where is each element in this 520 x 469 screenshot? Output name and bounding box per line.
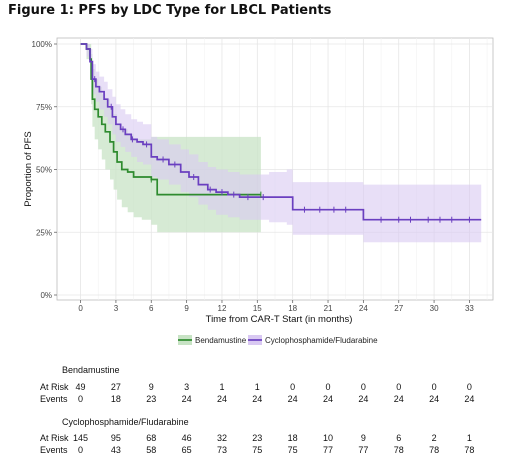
x-tick-label: 27	[394, 304, 403, 313]
event-count: 24	[393, 394, 404, 404]
x-tick-label: 9	[184, 304, 189, 313]
survival-line-bendamustine	[80, 43, 261, 196]
at-risk-count: 95	[110, 433, 121, 443]
x-tick-label: 18	[288, 304, 297, 313]
risk-row-events: Events 0 43 58 65 73 75 75 77 77 78 78 78	[0, 445, 520, 456]
risk-row-at-risk: At Risk 145 95 68 46 32 23 18 10 9 6 2 1	[0, 433, 520, 444]
at-risk-count: 10	[323, 433, 334, 443]
x-tick-label: 6	[149, 304, 154, 313]
at-risk-count: 46	[181, 433, 192, 443]
event-count: 24	[358, 394, 369, 404]
event-count: 24	[252, 394, 263, 404]
at-risk-count: 18	[287, 433, 298, 443]
at-risk-count: 1	[466, 433, 472, 443]
y-tick-label: 100%	[32, 40, 52, 49]
y-tick-label: 0%	[40, 291, 52, 300]
risk-group-title: Bendamustine	[62, 365, 120, 375]
at-risk-count: 0	[431, 382, 437, 392]
at-risk-count: 0	[396, 382, 402, 392]
at-risk-count: 0	[466, 382, 472, 392]
x-tick-label: 24	[359, 304, 368, 313]
at-risk-count: 1	[219, 382, 225, 392]
event-count: 24	[216, 394, 227, 404]
x-tick-label: 21	[324, 304, 333, 313]
event-count: 0	[78, 394, 84, 404]
risk-row-label: At Risk	[40, 433, 69, 443]
y-axis-title: Proportion of PFS	[23, 131, 34, 207]
x-tick-label: 0	[78, 304, 83, 313]
event-count: 58	[146, 445, 157, 455]
event-count: 24	[323, 394, 334, 404]
y-tick-label: 25%	[36, 228, 52, 237]
x-axis-ticks: 0 3 6 9 12 15 18 21 24 27 30 33	[78, 300, 474, 313]
event-count: 0	[78, 445, 84, 455]
survival-curves	[80, 43, 482, 221]
at-risk-count: 145	[73, 433, 89, 443]
at-risk-count: 9	[360, 433, 366, 443]
ci-band-cyclophosphamide-fludarabine	[80, 44, 482, 243]
at-risk-count: 0	[325, 382, 331, 392]
y-tick-label: 50%	[36, 166, 52, 175]
y-tick-label: 75%	[36, 103, 52, 112]
at-risk-count: 49	[75, 382, 86, 392]
risk-row-events: Events 0 18 23 24 24 24 24 24 24 24 24 24	[0, 394, 520, 405]
risk-row-label: Events	[40, 394, 68, 404]
event-count: 77	[323, 445, 334, 455]
risk-group-title: Cyclophosphamide/Fludarabine	[62, 417, 189, 427]
event-count: 77	[358, 445, 369, 455]
risk-row-label: Events	[40, 445, 68, 455]
confidence-bands	[80, 44, 482, 243]
x-tick-label: 30	[430, 304, 439, 313]
legend: Bendamustine Cyclophosphamide/Fludarabin…	[178, 335, 378, 345]
at-risk-count: 68	[146, 433, 157, 443]
at-risk-count: 27	[110, 382, 121, 392]
at-risk-count: 3	[184, 382, 190, 392]
figure-title: Figure 1: PFS by LDC Type for LBCL Patie…	[8, 3, 332, 18]
risk-row-at-risk: At Risk 49 27 9 3 1 1 0 0 0 0 0 0	[0, 382, 520, 393]
event-count: 65	[181, 445, 192, 455]
event-count: 24	[464, 394, 475, 404]
censor-marks	[94, 76, 470, 223]
x-tick-label: 33	[465, 304, 474, 313]
at-risk-count: 0	[290, 382, 296, 392]
event-count: 24	[181, 394, 192, 404]
x-tick-label: 15	[253, 304, 262, 313]
event-count: 78	[393, 445, 404, 455]
at-risk-count: 23	[252, 433, 263, 443]
event-count: 18	[110, 394, 121, 404]
event-count: 73	[216, 445, 227, 455]
at-risk-count: 32	[216, 433, 227, 443]
y-axis-ticks: 0% 25% 50% 75% 100%	[32, 40, 57, 300]
legend-label-bendamustine: Bendamustine	[195, 336, 247, 345]
risk-row-label: At Risk	[40, 382, 69, 392]
event-count: 78	[464, 445, 475, 455]
at-risk-count: 0	[360, 382, 366, 392]
x-axis-title: Time from CAR-T Start (in months)	[206, 314, 353, 325]
survival-line-cyclophosphamide-fludarabine	[80, 43, 482, 221]
event-count: 75	[252, 445, 263, 455]
event-count: 24	[429, 394, 440, 404]
event-count: 24	[287, 394, 298, 404]
event-count: 78	[429, 445, 440, 455]
at-risk-count: 2	[431, 433, 437, 443]
event-count: 23	[146, 394, 157, 404]
x-tick-label: 12	[218, 304, 227, 313]
km-plot: 0% 25% 50% 75% 100% 0 3 6 9 12 15 18 21 24 27 30 33 Tim…	[23, 37, 494, 345]
event-count: 75	[287, 445, 298, 455]
at-risk-count: 9	[148, 382, 154, 392]
legend-label-cyclophosphamide-fludarabine: Cyclophosphamide/Fludarabine	[265, 336, 378, 345]
at-risk-count: 6	[396, 433, 402, 443]
x-tick-label: 3	[114, 304, 119, 313]
at-risk-count: 1	[254, 382, 260, 392]
event-count: 43	[110, 445, 121, 455]
